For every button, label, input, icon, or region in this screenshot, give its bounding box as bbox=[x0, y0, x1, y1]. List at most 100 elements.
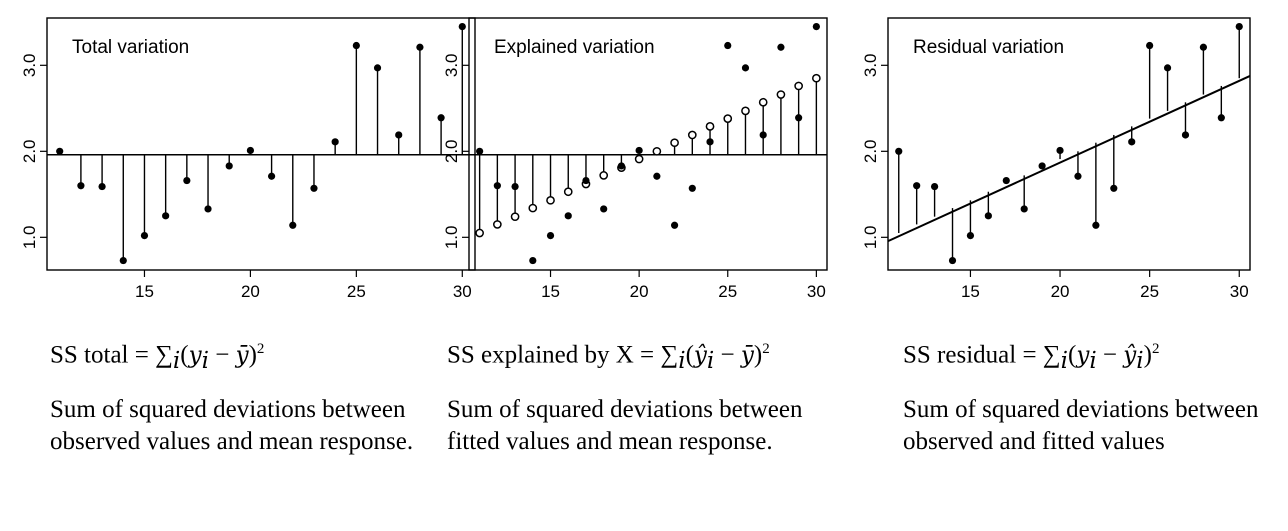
observed-point bbox=[458, 23, 466, 31]
x-tick-label: 30 bbox=[807, 282, 826, 300]
formula-label: SS residual bbox=[903, 341, 1017, 369]
observed-point bbox=[77, 182, 85, 190]
observed-point bbox=[812, 23, 820, 31]
fitted-point bbox=[528, 203, 538, 213]
observed-point bbox=[670, 221, 679, 229]
observed-point bbox=[1038, 162, 1046, 170]
x-tick-label: 20 bbox=[630, 282, 649, 300]
observed-point bbox=[493, 182, 501, 190]
plot-frame bbox=[887, 17, 1251, 271]
x-tick-label: 15 bbox=[961, 282, 980, 300]
observed-point bbox=[564, 212, 572, 220]
panel-0: Total variation 15 20 25 30 1.0 2.0 3.0 bbox=[20, 17, 476, 300]
x-tick-label: 25 bbox=[718, 282, 737, 300]
observed-point bbox=[529, 256, 537, 265]
observed-point bbox=[352, 41, 360, 50]
observed-point bbox=[1056, 146, 1064, 155]
observed-point bbox=[119, 256, 127, 265]
observed-point bbox=[913, 182, 921, 190]
plot-frame bbox=[46, 17, 476, 271]
x-tick-label: 20 bbox=[1051, 282, 1070, 300]
observed-point bbox=[1074, 172, 1082, 180]
observed-point bbox=[1128, 138, 1136, 146]
panel-2: Residual variation 15 20 25 30 1.0 2.0 3.0 bbox=[861, 17, 1251, 300]
panel-title: Explained variation bbox=[494, 37, 655, 58]
observed-point bbox=[706, 138, 714, 146]
x-tick-label: 15 bbox=[541, 282, 560, 300]
observed-point bbox=[225, 162, 233, 170]
observed-point bbox=[546, 231, 555, 240]
observed-point bbox=[759, 131, 767, 139]
caption-description: Sum of squared deviations between fitted… bbox=[447, 396, 803, 455]
observed-point bbox=[267, 172, 276, 180]
fitted-point bbox=[741, 106, 750, 116]
observed-point bbox=[795, 114, 803, 122]
observed-point bbox=[741, 64, 750, 72]
observed-point bbox=[688, 184, 696, 192]
fitted-point bbox=[510, 212, 520, 222]
plot-frame bbox=[468, 17, 828, 271]
fitted-point bbox=[634, 154, 644, 164]
observed-point bbox=[162, 212, 170, 220]
panel-title: Residual variation bbox=[913, 37, 1064, 58]
y-tick-label: 1.0 bbox=[861, 225, 880, 249]
y-tick-label: 3.0 bbox=[20, 53, 39, 77]
observed-point bbox=[724, 41, 732, 50]
observed-point bbox=[373, 64, 382, 72]
formula-ss-total: SS total = ∑i(yi − ȳ)2 bbox=[50, 341, 265, 375]
observed-point bbox=[331, 138, 339, 146]
y-tick-label: 1.0 bbox=[442, 225, 461, 249]
fitted-point bbox=[475, 228, 484, 238]
fitted-point bbox=[723, 114, 733, 123]
observed-point bbox=[1217, 114, 1225, 122]
caption-description: Sum of squared deviations between observ… bbox=[50, 396, 414, 455]
observed-point bbox=[777, 43, 785, 51]
y-tick-label: 3.0 bbox=[442, 53, 461, 77]
fitted-point bbox=[776, 90, 786, 99]
formula-ss-explained: SS explained by X = ∑i(ŷi − ȳ)2 bbox=[447, 341, 770, 375]
observed-point bbox=[930, 182, 939, 191]
observed-point bbox=[582, 176, 590, 185]
observed-point bbox=[511, 182, 519, 191]
fitted-point bbox=[687, 130, 697, 140]
observed-point bbox=[1020, 205, 1028, 213]
figure-panels: Total variation 15 20 25 30 1.0 2.0 3.0 Explaine… bbox=[20, 17, 1251, 300]
observed-point bbox=[895, 147, 903, 155]
observed-point bbox=[635, 146, 643, 155]
fitted-point bbox=[794, 81, 803, 91]
observed-point bbox=[948, 256, 957, 265]
observed-point bbox=[1146, 41, 1154, 50]
observed-point bbox=[1110, 184, 1118, 192]
observed-point bbox=[1002, 176, 1010, 185]
observed-point bbox=[600, 205, 608, 213]
observed-point bbox=[437, 114, 445, 122]
observed-point bbox=[653, 172, 661, 180]
fitted-point bbox=[812, 73, 821, 83]
x-tick-label: 20 bbox=[241, 282, 260, 300]
fitted-point bbox=[758, 97, 768, 107]
observed-point bbox=[204, 205, 212, 213]
observed-point bbox=[289, 221, 297, 229]
observed-point bbox=[395, 131, 403, 139]
observed-point bbox=[1235, 23, 1243, 31]
observed-point bbox=[476, 147, 484, 155]
y-tick-label: 2.0 bbox=[20, 139, 39, 163]
formula-ss-residual: SS residual = ∑i(yi − ŷi)2 bbox=[903, 341, 1160, 375]
observed-point bbox=[98, 182, 106, 191]
observed-point bbox=[416, 43, 424, 51]
panel-title: Total variation bbox=[72, 37, 189, 58]
fitted-point bbox=[705, 122, 715, 131]
caption-total: SS total = ∑i(yi − ȳ)2 Sum of squared de… bbox=[50, 332, 430, 458]
panel-1: Explained variation 15 20 25 30 1.0 2.0 3.0 bbox=[442, 17, 828, 300]
x-tick-label: 25 bbox=[347, 282, 366, 300]
y-tick-label: 3.0 bbox=[861, 53, 880, 77]
caption-explained: SS explained by X = ∑i(ŷi − ȳ)2 Sum of s… bbox=[447, 332, 827, 458]
observed-point bbox=[140, 231, 149, 240]
fitted-point bbox=[652, 146, 662, 156]
y-tick-label: 2.0 bbox=[861, 139, 880, 163]
fitted-point bbox=[670, 138, 679, 148]
observed-point bbox=[246, 146, 255, 155]
fitted-point bbox=[599, 171, 609, 180]
x-tick-label: 30 bbox=[453, 282, 472, 300]
observed-point bbox=[617, 162, 626, 170]
